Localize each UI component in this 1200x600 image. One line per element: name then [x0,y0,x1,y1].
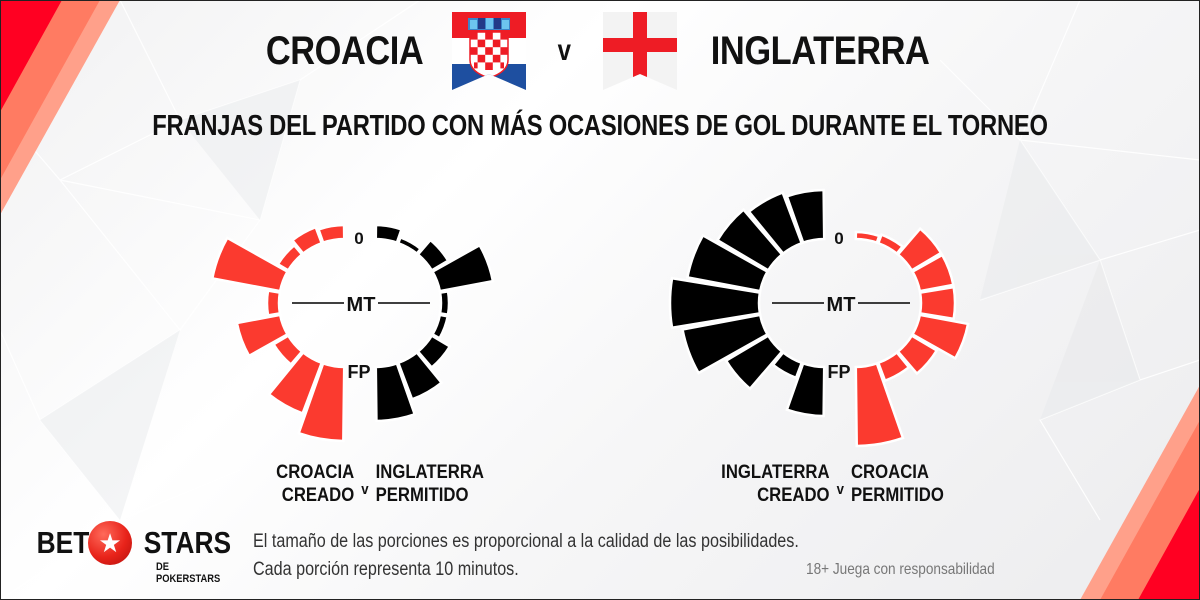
team-away-name: INGLATERRA [710,28,930,73]
wedge-10-20 [290,225,324,256]
wedge-80-90 [785,361,826,418]
wedge-60-70 [896,333,939,376]
wedge-50-60 [681,313,770,375]
wedge-0-10 [374,223,404,245]
wedge-80-90 [297,361,346,443]
corner-stripes-top-left [0,0,120,215]
wedge-30-40 [685,233,770,293]
wedge-70-80 [267,350,324,415]
half-time-label: MT [347,294,376,316]
betstars-logo: BET ★ STARS DE POKERSTARS [32,521,232,585]
start-label: 0 [834,229,843,248]
legend-team-right: INGLATERRA [375,462,484,483]
wedge-40-50 [918,285,957,321]
wedge-20-30 [276,243,304,273]
wedge-70-80 [876,350,911,383]
logo-text-stars: STARS [143,525,232,560]
wedge-20-30 [896,226,943,273]
legend-team-right: CROACIA [850,462,930,483]
half-time-label: MT [827,294,856,316]
wedge-20-30 [416,238,450,273]
england-flag-icon [602,12,677,90]
wedge-70-80 [771,350,804,380]
wedge-50-60 [235,313,290,358]
wedge-40-50 [265,289,282,317]
wedge-10-20 [396,235,423,256]
wedge-30-40 [210,236,290,293]
full-time-label: FP [347,362,370,382]
wedge-40-50 [438,289,451,317]
corner-stripes-bottom-right [1080,385,1200,600]
team-home-name: CROACIA [265,28,424,73]
wedge-30-40 [430,243,495,293]
legend-vs: v [361,480,369,498]
radial-chart-inglaterra-creado [668,188,970,448]
logo-text-bet: BET [36,525,90,560]
wedge-10-20 [747,191,804,256]
wedge-80-90 [374,361,417,423]
logo-subtext: DE POKERSTARS [156,561,221,585]
legend-metric-left: CREADO [757,485,830,506]
footnote-interval: Cada porción representa 10 minutos. [253,559,519,580]
legend-metric-left: CREADO [281,485,355,506]
football-star-icon: ★ [88,521,132,565]
legend-metric-right: PERMITIDO [375,485,469,506]
wedge-70-80 [396,350,444,401]
chart-subtitle: FRANJAS DEL PARTIDO CON MÁS OCASIONES DE… [152,110,1048,142]
wedge-0-10 [316,223,346,245]
croatia-flag-icon [452,12,527,90]
wedge-10-20 [876,233,905,256]
wedge-80-90 [854,361,905,448]
wedge-20-30 [715,207,784,273]
match-title: CROACIA v [0,8,1200,94]
wedge-60-70 [271,333,304,367]
legend-team-left: INGLATERRA [721,462,830,483]
legend-metric-right: PERMITIDO [850,485,944,506]
footnote-size: El tamaño de las porciones es proporcion… [253,531,799,552]
wedge-0-10 [785,188,826,245]
responsible-gambling-notice: 18+ Juega con responsabilidad [806,561,995,578]
legend-chart-1: CROACIA CREADO v INGLATERRA PERMITIDO [276,461,484,507]
wedge-60-70 [724,333,784,391]
wedge-50-60 [910,313,970,361]
legend-vs: v [836,480,844,498]
versus-label: v [557,34,572,67]
wedge-50-60 [430,313,450,340]
wedge-40-50 [668,276,762,330]
full-time-label: FP [827,362,850,382]
radial-chart-croacia-creado [210,223,495,443]
wedge-60-70 [416,333,452,370]
wedge-30-40 [910,253,955,293]
wedge-0-10 [854,230,881,245]
legend-team-left: CROACIA [276,462,355,483]
legend-chart-2: INGLATERRA CREADO v CROACIA PERMITIDO [721,461,944,507]
start-label: 0 [354,229,363,248]
